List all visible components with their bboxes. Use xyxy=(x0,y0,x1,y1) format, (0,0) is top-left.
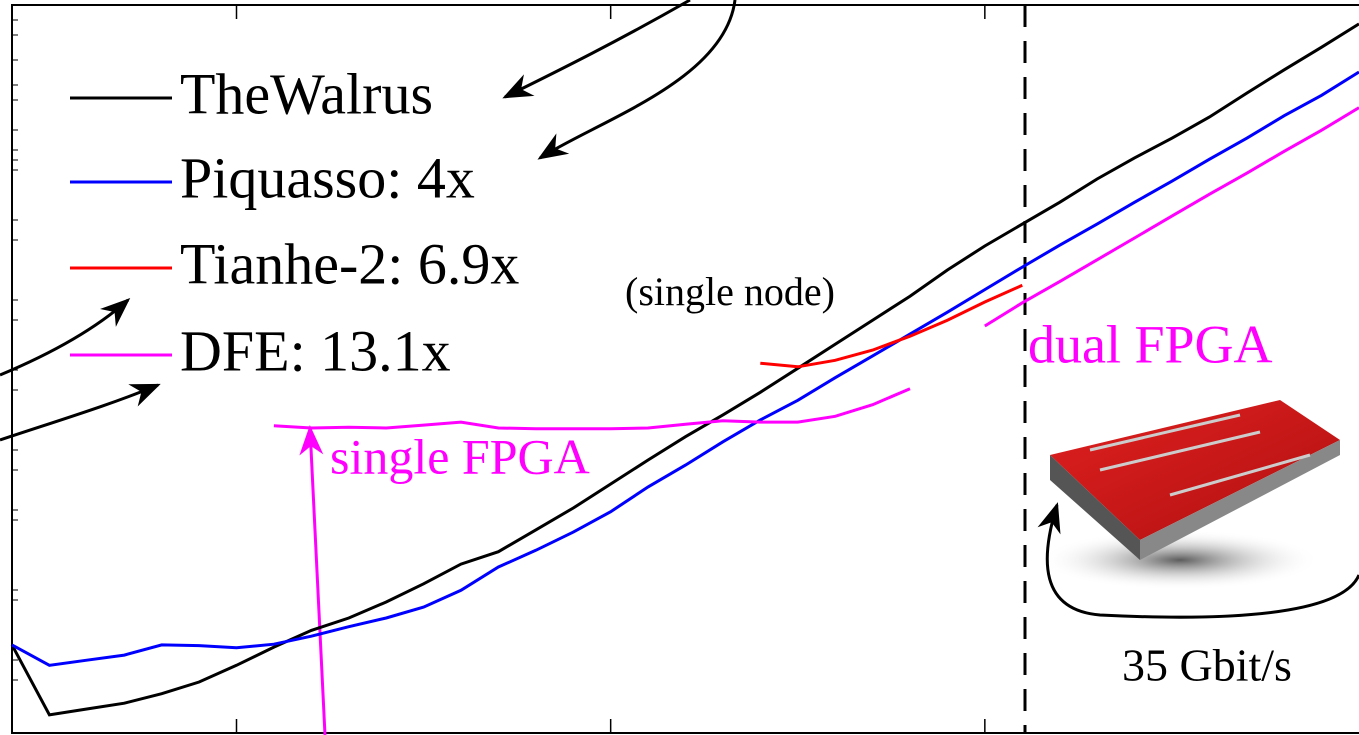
annotation: 35 Gbit/s xyxy=(1122,640,1292,691)
legend-label: DFE: 13.1x xyxy=(180,318,451,383)
legend-label: Tianhe-2: 6.9x xyxy=(180,231,519,296)
minor-ticks xyxy=(12,19,18,681)
series-line xyxy=(10,22,1359,717)
series-line xyxy=(760,283,1023,369)
legend-note: (single node) xyxy=(625,269,835,314)
series-line xyxy=(11,70,1359,667)
legend-label: TheWalrus xyxy=(180,61,433,126)
series-line xyxy=(273,106,1359,431)
annotation: single FPGA xyxy=(330,428,590,484)
fpga-card xyxy=(1040,400,1340,590)
annotation: dual FPGA xyxy=(1028,314,1273,374)
legend-label: Piquasso: 4x xyxy=(180,145,475,210)
